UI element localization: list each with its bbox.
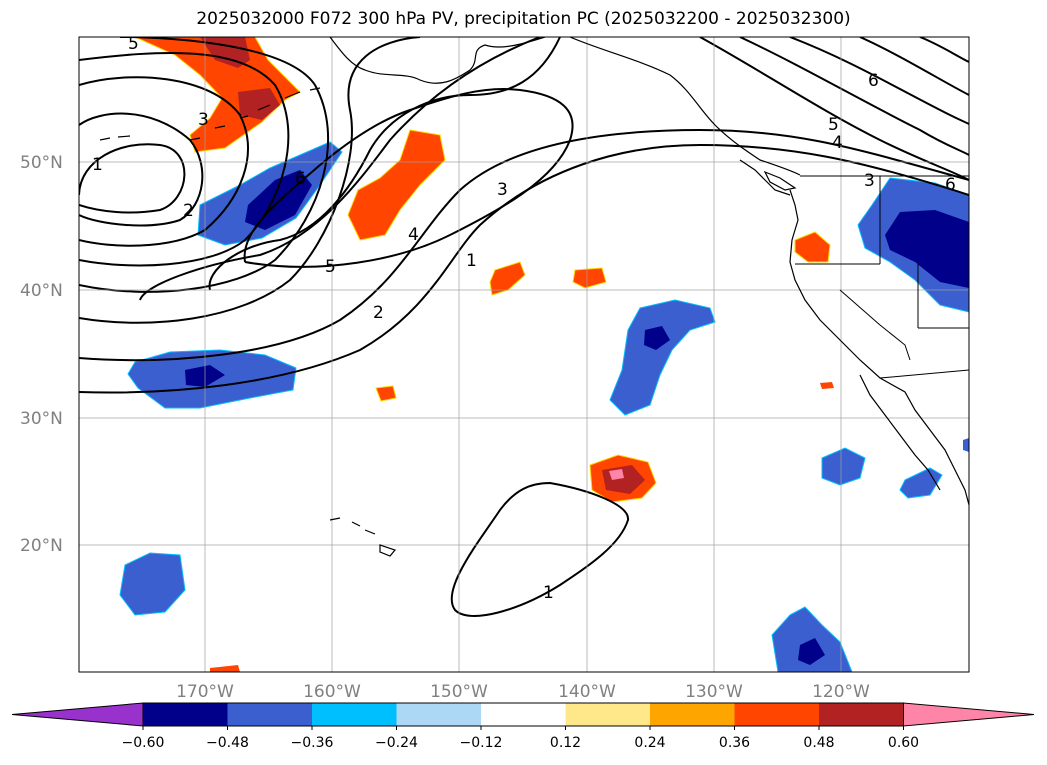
svg-text:50°N: 50°N bbox=[20, 153, 63, 173]
precip-positive-aleutian bbox=[134, 37, 301, 153]
svg-text:5: 5 bbox=[828, 115, 839, 135]
colorbar: −0.60 −0.48 −0.36 −0.24 −0.12 0.12 0.24 0.36 0.4… bbox=[11, 702, 1035, 751]
precip-negative-south-core bbox=[798, 638, 825, 665]
svg-text:6: 6 bbox=[295, 169, 306, 189]
precip-positive-subtropic-peak bbox=[609, 469, 624, 480]
svg-text:120°W: 120°W bbox=[812, 682, 870, 702]
map-panel: 5 3 1 2 6 5 4 3 1 2 5 4 6 3 6 1 bbox=[79, 34, 969, 672]
longitude-labels: 170°W 160°W 150°W 140°W 130°W 120°W bbox=[176, 682, 870, 702]
svg-text:130°W: 130°W bbox=[685, 682, 743, 702]
colorbar-segment bbox=[734, 703, 819, 726]
precip-shading bbox=[119, 37, 969, 672]
graticule bbox=[79, 37, 969, 672]
svg-text:4: 4 bbox=[832, 133, 843, 153]
contour-labels: 5 3 1 2 6 5 4 3 1 2 5 4 6 3 6 1 bbox=[92, 34, 956, 603]
west-coast-us bbox=[789, 189, 969, 506]
svg-text:4: 4 bbox=[408, 225, 419, 245]
svg-text:1: 1 bbox=[466, 251, 477, 271]
alaska-panhandle bbox=[569, 37, 801, 176]
colorbar-tick-label: −0.60 bbox=[122, 735, 165, 751]
precip-negative-gulf-core bbox=[245, 170, 312, 230]
borders bbox=[795, 175, 969, 379]
colorbar-tick-label: 0.36 bbox=[719, 735, 750, 751]
svg-text:2: 2 bbox=[183, 201, 194, 221]
colorbar-tick-label: −0.24 bbox=[375, 735, 418, 751]
colorbar-segment bbox=[396, 703, 481, 726]
precip-positive-small2 bbox=[572, 267, 607, 289]
svg-text:3: 3 bbox=[864, 171, 875, 191]
precip-negative-central bbox=[609, 299, 716, 416]
precip-positive-california bbox=[794, 231, 831, 263]
svg-text:3: 3 bbox=[198, 110, 209, 130]
colorbar-segment bbox=[227, 703, 312, 726]
vancouver-island bbox=[763, 170, 797, 191]
colorbar-segment bbox=[481, 703, 566, 726]
colorbar-tick-label: −0.48 bbox=[206, 735, 249, 751]
aleutian-west bbox=[99, 135, 131, 141]
colorbar-outline bbox=[142, 702, 904, 727]
colorbar-segment bbox=[143, 703, 228, 726]
hawaii-islands bbox=[329, 517, 397, 557]
pv-contours bbox=[79, 37, 969, 617]
precip-positive-small4 bbox=[820, 382, 834, 389]
alaska-coast bbox=[329, 37, 546, 84]
colorbar-extend-min bbox=[11, 702, 144, 727]
precip-negative-edge bbox=[963, 438, 969, 452]
svg-text:1: 1 bbox=[543, 583, 554, 603]
svg-text:6: 6 bbox=[945, 175, 956, 195]
colorbar-tick-label: 0.24 bbox=[634, 735, 665, 751]
svg-text:160°W: 160°W bbox=[303, 682, 361, 702]
svg-text:5: 5 bbox=[128, 34, 139, 54]
svg-text:2: 2 bbox=[373, 303, 384, 323]
svg-text:40°N: 40°N bbox=[20, 281, 63, 301]
colorbar-tick-label: 0.48 bbox=[803, 735, 834, 751]
coastlines bbox=[99, 37, 969, 557]
svg-text:6: 6 bbox=[868, 71, 879, 91]
colorbar-segment bbox=[565, 703, 650, 726]
precip-positive-band bbox=[347, 129, 446, 241]
map-title: 2025032000 F072 300 hPa PV, precipitatio… bbox=[196, 9, 851, 29]
colorbar-tick-label: 0.60 bbox=[888, 735, 919, 751]
precip-negative-central-core bbox=[644, 326, 670, 350]
colorbar-tick-label: 0.12 bbox=[550, 735, 581, 751]
precip-negative-pnw-core bbox=[885, 210, 969, 288]
precip-positive-small5 bbox=[210, 665, 240, 672]
svg-text:20°N: 20°N bbox=[20, 536, 63, 556]
colorbar-segment bbox=[819, 703, 904, 726]
latitude-labels: 50°N 40°N 30°N 20°N bbox=[20, 153, 63, 556]
svg-text:1: 1 bbox=[92, 155, 103, 175]
svg-text:170°W: 170°W bbox=[176, 682, 234, 702]
aleutian-chain bbox=[189, 87, 321, 141]
precip-positive-aleutian-core bbox=[200, 37, 250, 68]
colorbar-extend-max bbox=[903, 702, 1035, 727]
colorbar-tick-label: −0.12 bbox=[460, 735, 503, 751]
svg-text:140°W: 140°W bbox=[558, 682, 616, 702]
precip-positive-aleutian-core2 bbox=[238, 88, 280, 120]
svg-text:3: 3 bbox=[497, 180, 508, 200]
svg-text:150°W: 150°W bbox=[430, 682, 488, 702]
baja-peninsula bbox=[859, 374, 941, 491]
precip-negative-baja bbox=[821, 447, 866, 486]
svg-text:30°N: 30°N bbox=[20, 409, 63, 429]
svg-text:5: 5 bbox=[325, 257, 336, 277]
colorbar-segment bbox=[312, 703, 397, 726]
precip-positive-small3 bbox=[375, 385, 397, 402]
colorbar-tick-label: −0.36 bbox=[291, 735, 334, 751]
precip-negative-hawaii-sw bbox=[119, 552, 186, 616]
colorbar-segment bbox=[650, 703, 735, 726]
bc-islands bbox=[739, 159, 791, 196]
map-frame bbox=[78, 36, 970, 673]
